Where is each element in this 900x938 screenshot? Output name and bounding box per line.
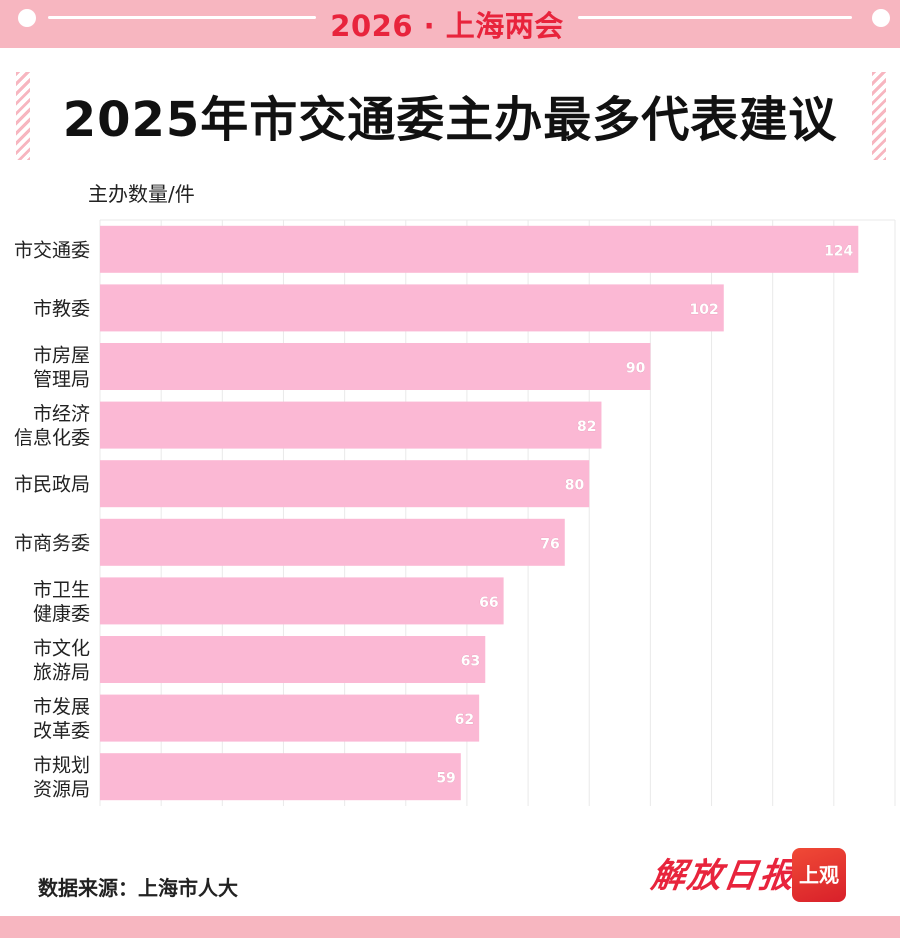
category-label: 旅游局	[33, 662, 90, 684]
bottom-band	[0, 916, 900, 938]
data-label: 102	[690, 302, 719, 318]
category-label: 市民政局	[14, 474, 90, 496]
data-label: 66	[479, 595, 498, 611]
shangguan-app-logo: 上观	[792, 848, 846, 902]
category-label: 市规划	[33, 755, 90, 777]
bar	[100, 343, 651, 390]
category-label: 市文化	[33, 638, 90, 660]
category-label: 资源局	[33, 779, 90, 801]
category-label: 市卫生	[33, 579, 90, 601]
data-label: 63	[461, 654, 480, 670]
data-label: 90	[626, 361, 646, 377]
banner-dot-icon	[18, 9, 36, 27]
bar	[100, 518, 565, 566]
data-label: 62	[455, 712, 474, 728]
category-label: 市房屋	[33, 345, 90, 367]
bar	[100, 577, 504, 625]
category-label: 市经济	[33, 403, 90, 425]
category-label: 市商务委	[14, 532, 90, 554]
category-label: 市教委	[33, 298, 90, 320]
bar	[100, 460, 590, 508]
data-label: 76	[540, 536, 559, 552]
category-label: 市发展	[33, 696, 90, 718]
category-label: 信息化委	[14, 427, 90, 449]
bar	[100, 636, 486, 683]
banner-divider	[48, 16, 316, 19]
value-axis-label: 主办数量/件	[88, 182, 195, 206]
data-label: 82	[577, 419, 596, 435]
category-label: 市交通委	[14, 239, 90, 261]
bar	[100, 225, 859, 273]
top-banner: 2026 · 上海两会	[0, 0, 900, 48]
data-label: 59	[436, 771, 455, 787]
data-label: 80	[565, 478, 585, 494]
banner-divider	[578, 16, 852, 19]
category-label: 健康委	[33, 603, 90, 625]
stripe-decoration	[872, 72, 886, 160]
chart-title: 2025年市交通委主办最多代表建议	[62, 92, 838, 148]
stripe-decoration	[16, 72, 30, 160]
bar	[100, 401, 602, 449]
bar	[100, 753, 461, 801]
bar	[100, 284, 724, 332]
data-label: 124	[824, 243, 853, 259]
jiefang-daily-logo: 解放日报	[648, 856, 799, 896]
category-label: 管理局	[33, 369, 90, 391]
bar	[100, 694, 480, 742]
banner-title: 2026 · 上海两会	[330, 9, 564, 43]
data-source: 数据来源：上海市人大	[38, 876, 238, 900]
category-label: 改革委	[33, 720, 90, 742]
banner-dot-icon	[872, 9, 890, 27]
